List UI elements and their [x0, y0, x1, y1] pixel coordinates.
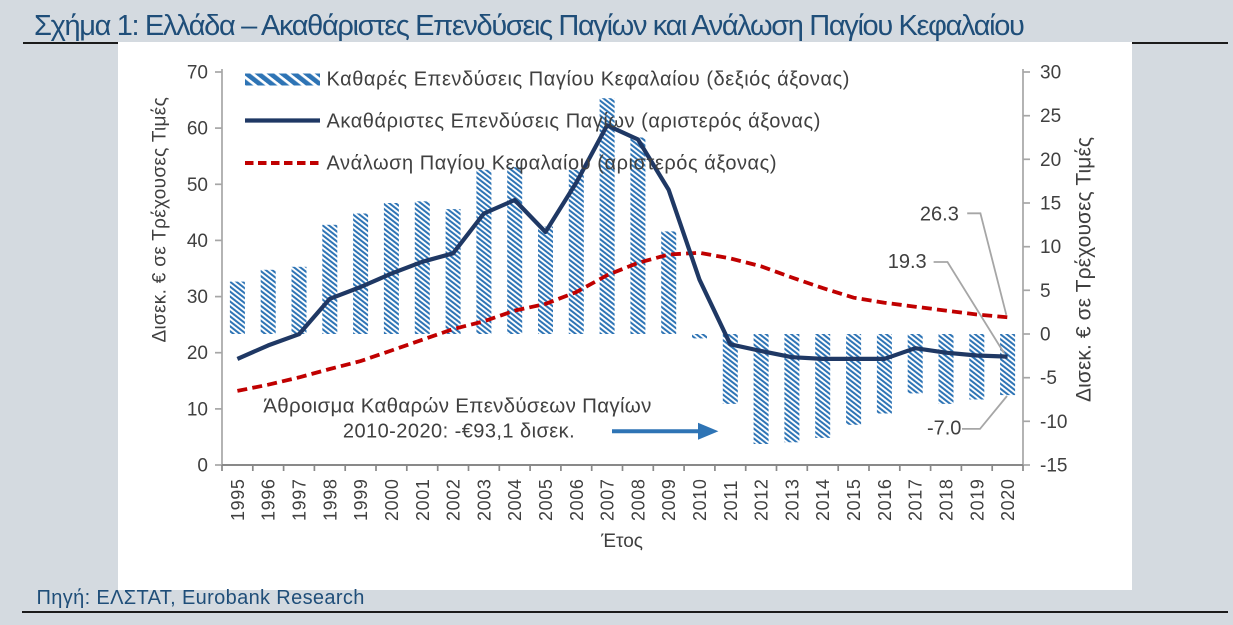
svg-text:2000: 2000 [382, 479, 402, 521]
svg-text:10: 10 [187, 399, 208, 420]
svg-text:1998: 1998 [320, 479, 340, 521]
svg-text:-5: -5 [1040, 368, 1057, 389]
svg-text:1995: 1995 [228, 479, 248, 521]
svg-text:0: 0 [1040, 325, 1051, 346]
svg-text:2006: 2006 [567, 479, 587, 521]
svg-text:2010-2020: -€93,1 δισεκ.: 2010-2020: -€93,1 δισεκ. [343, 421, 575, 443]
svg-text:Δισεκ. € σε Τρέχουσες Τιμές: Δισεκ. € σε Τρέχουσες Τιμές [1073, 137, 1096, 402]
svg-text:-10: -10 [1040, 412, 1067, 433]
svg-text:Καθαρές Επενδύσεις Παγίου Κεφα: Καθαρές Επενδύσεις Παγίου Κεφαλαίου (δεξ… [327, 69, 850, 91]
svg-text:2010: 2010 [690, 479, 710, 521]
svg-text:5: 5 [1040, 281, 1051, 302]
svg-text:20: 20 [1040, 150, 1061, 171]
svg-text:0: 0 [197, 456, 208, 477]
svg-text:2004: 2004 [505, 479, 525, 521]
svg-text:2008: 2008 [628, 479, 648, 521]
svg-text:Δισεκ. € σε Τρέχουσες Τιμές: Δισεκ. € σε Τρέχουσες Τιμές [150, 97, 171, 343]
svg-text:60: 60 [187, 119, 208, 140]
svg-text:Άθροισμα Καθαρών Επενδύσεων Πα: Άθροισμα Καθαρών Επενδύσεων Παγίων [263, 394, 651, 417]
svg-text:50: 50 [187, 175, 208, 196]
svg-text:40: 40 [187, 231, 208, 252]
svg-text:-7.0: -7.0 [927, 418, 961, 440]
svg-text:2013: 2013 [782, 479, 802, 521]
svg-text:-15: -15 [1040, 456, 1067, 477]
svg-text:2019: 2019 [967, 479, 987, 521]
svg-text:2012: 2012 [752, 479, 772, 521]
svg-text:1997: 1997 [290, 479, 310, 521]
svg-text:2005: 2005 [536, 479, 556, 521]
svg-text:2016: 2016 [875, 479, 895, 521]
svg-text:2007: 2007 [598, 479, 618, 521]
svg-text:Ανάλωση Παγίου Κεφαλαίου (αρισ: Ανάλωση Παγίου Κεφαλαίου (αριστερός άξον… [327, 153, 778, 175]
svg-text:2015: 2015 [844, 479, 864, 521]
svg-text:2017: 2017 [906, 479, 926, 521]
svg-text:Έτος: Έτος [600, 531, 643, 552]
svg-text:10: 10 [1040, 237, 1061, 258]
svg-text:2011: 2011 [721, 480, 741, 521]
svg-text:15: 15 [1040, 194, 1061, 215]
svg-text:1996: 1996 [259, 479, 279, 521]
svg-text:70: 70 [187, 63, 208, 84]
svg-text:30: 30 [1040, 63, 1061, 84]
svg-text:2018: 2018 [937, 479, 957, 521]
svg-text:26.3: 26.3 [920, 203, 959, 225]
svg-text:20: 20 [187, 343, 208, 364]
svg-text:1999: 1999 [351, 479, 371, 521]
svg-text:25: 25 [1040, 106, 1061, 127]
svg-text:2003: 2003 [474, 479, 494, 521]
svg-text:2014: 2014 [813, 479, 833, 521]
svg-text:2001: 2001 [413, 479, 433, 521]
svg-text:19.3: 19.3 [888, 251, 927, 273]
svg-text:Ακαθάριστες Επενδύσεις Παγίων: Ακαθάριστες Επενδύσεις Παγίων (αριστερός… [327, 111, 821, 133]
svg-text:2009: 2009 [659, 479, 679, 521]
svg-text:30: 30 [187, 287, 208, 308]
svg-text:2002: 2002 [444, 479, 464, 521]
svg-text:2020: 2020 [998, 479, 1018, 521]
